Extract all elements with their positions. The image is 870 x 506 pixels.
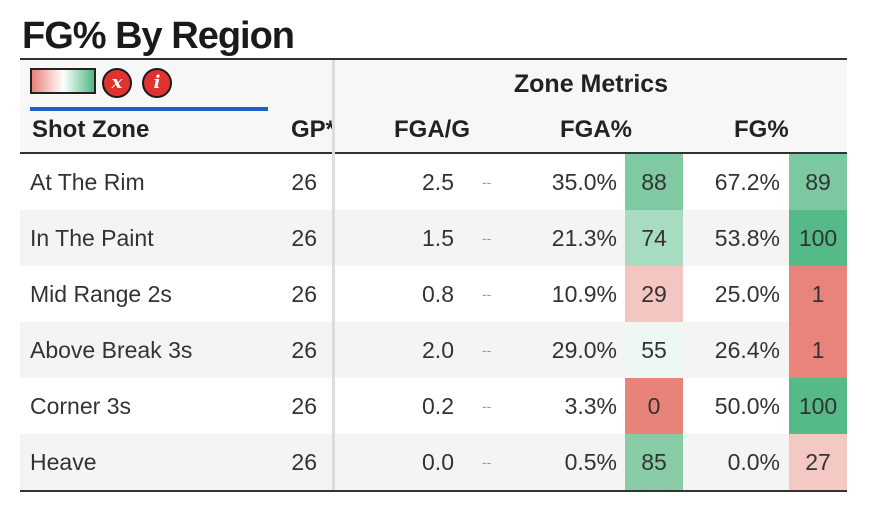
table-row[interactable]: Mid Range 2s 26 0.8 -- 10.9% 29 25.0% 1 <box>20 266 847 322</box>
stats-table: x i Zone Metrics Shot Zone GP* FGA/G FGA… <box>20 58 847 492</box>
fga-pct-cell: 35.0% <box>551 169 617 195</box>
top-divider <box>20 58 847 60</box>
close-icon[interactable]: x <box>102 68 132 98</box>
color-scale-legend[interactable] <box>30 68 96 94</box>
trend-placeholder: -- <box>482 286 492 302</box>
fga-pct-cell: 10.9% <box>551 281 617 307</box>
group-header-zone-metrics: Zone Metrics <box>513 70 669 98</box>
gp-cell: 26 <box>291 169 317 195</box>
gp-cell: 26 <box>291 225 317 251</box>
fga-pct-cell: 0.5% <box>564 449 617 475</box>
column-divider <box>332 60 335 490</box>
info-icon[interactable]: i <box>142 68 172 98</box>
zone-cell: At The Rim <box>30 169 145 195</box>
gp-cell: 26 <box>291 393 317 419</box>
active-underline <box>30 107 268 111</box>
column-header-gp[interactable]: GP* <box>290 116 335 143</box>
zone-cell: Above Break 3s <box>30 337 193 363</box>
table-row[interactable]: Corner 3s 26 0.2 -- 3.3% 0 50.0% 100 <box>20 378 847 434</box>
gp-cell: 26 <box>291 449 317 475</box>
table-row[interactable]: In The Paint 26 1.5 -- 21.3% 74 53.8% 100 <box>20 210 847 266</box>
fg-pct-cell: 67.2% <box>714 169 780 195</box>
fg-pct-rank-cell: 1 <box>789 266 847 322</box>
table-row[interactable]: Above Break 3s 26 2.0 -- 29.0% 55 26.4% 1 <box>20 322 847 378</box>
fga-pct-cell: 21.3% <box>551 225 617 251</box>
trend-placeholder: -- <box>482 398 492 414</box>
trend-placeholder: -- <box>482 454 492 470</box>
fg-pct-cell: 53.8% <box>714 225 780 251</box>
fga-per-game-cell: 0.8 <box>422 281 454 307</box>
fg-pct-rank-cell: 89 <box>789 154 847 210</box>
zone-cell: Mid Range 2s <box>30 281 172 307</box>
zone-cell: In The Paint <box>30 225 154 251</box>
fg-pct-cell: 26.4% <box>714 337 780 363</box>
fga-pct-cell: 29.0% <box>551 337 617 363</box>
fga-pct-rank-cell: 74 <box>625 210 683 266</box>
column-header-fga-pct[interactable]: FGA% <box>560 116 632 143</box>
fga-per-game-cell: 2.0 <box>422 337 454 363</box>
fga-pct-rank-cell: 55 <box>625 322 683 378</box>
fga-per-game-cell: 1.5 <box>422 225 454 251</box>
page-title: FG% By Region <box>22 15 295 57</box>
fga-pct-cell: 3.3% <box>564 393 617 419</box>
fg-pct-rank-cell: 27 <box>789 434 847 490</box>
fga-per-game-cell: 2.5 <box>422 169 454 195</box>
fg-pct-cell: 25.0% <box>714 281 780 307</box>
gp-cell: 26 <box>291 337 317 363</box>
fg-pct-cell: 50.0% <box>714 393 780 419</box>
fg-pct-rank-cell: 100 <box>789 378 847 434</box>
header-divider <box>20 152 847 154</box>
gp-cell: 26 <box>291 281 317 307</box>
bottom-divider <box>20 490 847 492</box>
table-row[interactable]: Heave 26 0.0 -- 0.5% 85 0.0% 27 <box>20 434 847 490</box>
column-header-shot-zone[interactable]: Shot Zone <box>32 116 150 143</box>
zone-cell: Heave <box>30 449 97 475</box>
zone-cell: Corner 3s <box>30 393 131 419</box>
fga-pct-rank-cell: 0 <box>625 378 683 434</box>
column-header-fg-pct[interactable]: FG% <box>734 116 789 143</box>
fga-pct-rank-cell: 85 <box>625 434 683 490</box>
trend-placeholder: -- <box>482 174 492 190</box>
fga-pct-rank-cell: 29 <box>625 266 683 322</box>
fga-per-game-cell: 0.2 <box>422 393 454 419</box>
fg-pct-rank-cell: 1 <box>789 322 847 378</box>
trend-placeholder: -- <box>482 230 492 246</box>
fga-per-game-cell: 0.0 <box>422 449 454 475</box>
fg-pct-rank-cell: 100 <box>789 210 847 266</box>
trend-placeholder: -- <box>482 342 492 358</box>
fg-pct-cell: 0.0% <box>727 449 780 475</box>
fga-pct-rank-cell: 88 <box>625 154 683 210</box>
table-row[interactable]: At The Rim 26 2.5 -- 35.0% 88 67.2% 89 <box>20 154 847 210</box>
column-header-fga-per-game[interactable]: FGA/G <box>394 116 470 143</box>
